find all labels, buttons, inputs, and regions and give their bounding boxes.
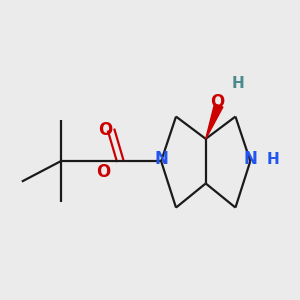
Polygon shape <box>206 104 223 139</box>
Text: O: O <box>98 121 112 139</box>
Text: H: H <box>232 76 244 91</box>
Text: O: O <box>96 163 111 181</box>
Text: H: H <box>267 152 280 167</box>
Text: N: N <box>243 150 257 168</box>
Text: O: O <box>210 93 224 111</box>
Text: N: N <box>154 150 168 168</box>
